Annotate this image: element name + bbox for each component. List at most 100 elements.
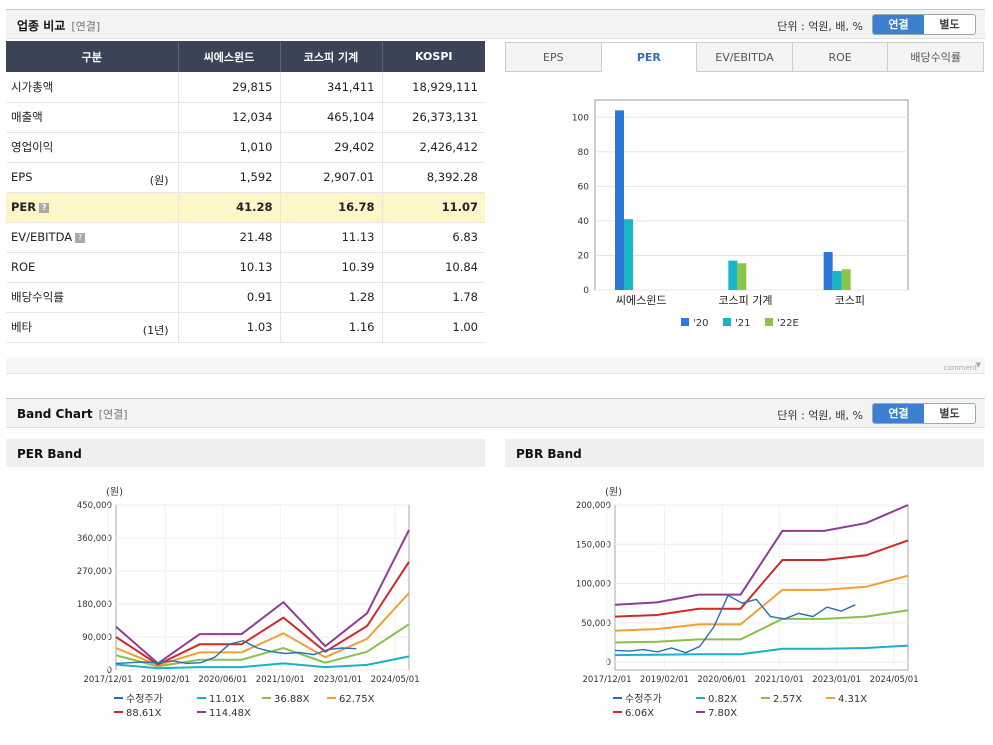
table-cell: 2,907.01 bbox=[280, 162, 383, 193]
series-line bbox=[115, 592, 410, 667]
y-tick-label: 40 bbox=[578, 217, 590, 227]
series-line bbox=[115, 623, 410, 668]
table-row: 매출액 12,034 465,104 26,373,131 bbox=[6, 102, 485, 133]
y-tick-label: 360,000 bbox=[77, 534, 112, 544]
bar bbox=[615, 110, 624, 290]
legend-swatch bbox=[681, 318, 689, 326]
legend-label: 6.06X bbox=[625, 708, 654, 719]
band-unit: 단위 : 억원, 배, % bbox=[777, 409, 863, 422]
row-label: PER? bbox=[6, 192, 179, 223]
x-tick-label: 2017/12/01 bbox=[583, 675, 632, 685]
comparison-table: 구분 씨에스윈드 코스피 기계 KOSPI 시가총액 29,815 341,411 1… bbox=[6, 41, 485, 343]
y-tick-label: 90,000 bbox=[82, 633, 112, 643]
bar bbox=[737, 263, 747, 290]
separate-button[interactable]: 별도 bbox=[939, 18, 960, 31]
y-tick-label: 50,000 bbox=[581, 619, 611, 629]
legend-label: 114.48X bbox=[209, 708, 251, 719]
band-title: Band Chart [연결] bbox=[17, 407, 128, 421]
x-tick-label: 2019/02/01 bbox=[640, 675, 689, 685]
comparison-header: 업종 비교 [연결] 단위 : 억원, 배, % 연결 별도 bbox=[6, 9, 985, 39]
table-header: KOSPI bbox=[382, 41, 485, 72]
legend-swatch bbox=[765, 318, 773, 326]
tab-metric[interactable]: EPS bbox=[506, 43, 602, 72]
table-row: 영업이익 1,010 29,402 2,426,412 bbox=[6, 132, 485, 163]
consolidated-button[interactable]: 연결 bbox=[873, 15, 924, 34]
table-cell: 26,373,131 bbox=[382, 102, 485, 133]
tab-metric[interactable]: 배당수익률 bbox=[888, 43, 983, 72]
y-tick-label: 60 bbox=[578, 182, 590, 192]
table-cell: 11.13 bbox=[280, 222, 383, 253]
row-label: 영업이익 bbox=[6, 132, 179, 163]
row-unit: (1년) bbox=[142, 323, 169, 337]
series-line bbox=[115, 655, 410, 670]
row-label: 배당수익률 bbox=[6, 282, 179, 313]
x-tick-label: 코스피 bbox=[835, 294, 865, 307]
legend-label: 88.61X bbox=[126, 708, 162, 719]
table-cell: 465,104 bbox=[280, 102, 383, 133]
row-label: EV/EBITDA? bbox=[6, 222, 179, 253]
table-cell: 8,392.28 bbox=[382, 162, 485, 193]
band-separate-button[interactable]: 별도 bbox=[939, 407, 960, 420]
series-line bbox=[614, 609, 909, 644]
y-tick-label: 100,000 bbox=[576, 580, 611, 590]
x-tick-label: 2021/10/01 bbox=[256, 675, 305, 685]
legend-label: 36.88X bbox=[274, 694, 310, 705]
tab-metric[interactable]: EV/EBITDA bbox=[697, 43, 793, 72]
y-tick-label: 450,000 bbox=[77, 501, 112, 511]
table-cell: 12,034 bbox=[178, 102, 281, 133]
tab-metric[interactable]: PER bbox=[601, 43, 698, 72]
table-row: 시가총액 29,815 341,411 18,929,111 bbox=[6, 72, 485, 103]
series-line bbox=[614, 574, 909, 632]
table-cell: 11.07 bbox=[382, 192, 485, 223]
table-cell: 29,815 bbox=[178, 72, 281, 103]
table-cell: 0.91 bbox=[178, 282, 281, 313]
table-row: 베타 (1년) 1.03 1.16 1.00 bbox=[6, 312, 485, 343]
table-cell: 1.78 bbox=[382, 282, 485, 313]
comparison-chart-panel: 0 20 40 60 80 100 씨에스윈드 코스피 기계 코스피 '20 '21 '22E bbox=[505, 72, 984, 358]
help-icon[interactable]: ? bbox=[39, 202, 50, 213]
tab-metric[interactable]: ROE bbox=[792, 43, 889, 72]
per-band-title: PER Band bbox=[6, 439, 485, 467]
comment-toggle[interactable]: comment ▼ bbox=[943, 361, 981, 372]
row-unit: (원) bbox=[149, 173, 169, 187]
legend-label: 4.31X bbox=[838, 694, 867, 705]
series-line bbox=[614, 539, 909, 618]
table-row: EPS (원) 1,592 2,907.01 8,392.28 bbox=[6, 162, 485, 193]
bar bbox=[823, 252, 833, 290]
band-consolidated-button[interactable]: 연결 bbox=[873, 404, 924, 423]
y-unit-label: (원) bbox=[605, 486, 622, 498]
metric-tabs: EPS PER EV/EBITDA ROE 배당수익률 bbox=[505, 42, 984, 72]
table-header: 씨에스윈드 bbox=[178, 41, 281, 72]
table-row: ROE 10.13 10.39 10.84 bbox=[6, 252, 485, 283]
table-cell: 18,929,111 bbox=[382, 72, 485, 103]
pbr-band-chart: (원) 0 50,000 100,000 150,000 200,000 2017/12/0… bbox=[576, 486, 919, 719]
legend-label: '20 bbox=[693, 318, 708, 329]
x-tick-label: 2024/05/01 bbox=[870, 675, 919, 685]
x-tick-label: 2020/06/01 bbox=[697, 675, 746, 685]
table-cell: 1.03 bbox=[178, 312, 281, 343]
row-label-text: ROE bbox=[11, 260, 36, 274]
x-tick-label: 코스피 기계 bbox=[718, 294, 772, 307]
legend-label: 수정주가 bbox=[126, 693, 163, 705]
y-tick-label: 180,000 bbox=[77, 600, 112, 610]
plot-area bbox=[594, 99, 909, 291]
per-band-panel: PER Band (원) 0 90,000 180,000 270,000 360,000… bbox=[6, 439, 485, 742]
row-label-text: EV/EBITDA bbox=[11, 230, 73, 244]
plot-area bbox=[115, 504, 410, 671]
row-label-text: EPS bbox=[11, 170, 33, 184]
table-cell: 2,426,412 bbox=[382, 132, 485, 163]
help-icon[interactable]: ? bbox=[75, 232, 86, 243]
y-tick-label: 270,000 bbox=[77, 567, 112, 577]
table-row: PER? 41.28 16.78 11.07 bbox=[6, 192, 485, 223]
y-tick-label: 100 bbox=[572, 113, 589, 123]
comment-bar: comment ▼ bbox=[6, 358, 985, 374]
x-tick-label: 씨에스윈드 bbox=[616, 293, 667, 307]
row-label-text: 베타 bbox=[11, 320, 33, 334]
x-tick-label: 2021/10/01 bbox=[755, 675, 804, 685]
series-line bbox=[115, 529, 410, 665]
x-tick-label: 2019/02/01 bbox=[141, 675, 190, 685]
row-label: 베타 (1년) bbox=[6, 312, 179, 343]
legend-label: 11.01X bbox=[209, 694, 245, 705]
pbr-band-panel: PBR Band (원) 0 50,000 100,000 150,000 200,000… bbox=[505, 439, 984, 742]
table-row: EV/EBITDA? 21.48 11.13 6.83 bbox=[6, 222, 485, 253]
